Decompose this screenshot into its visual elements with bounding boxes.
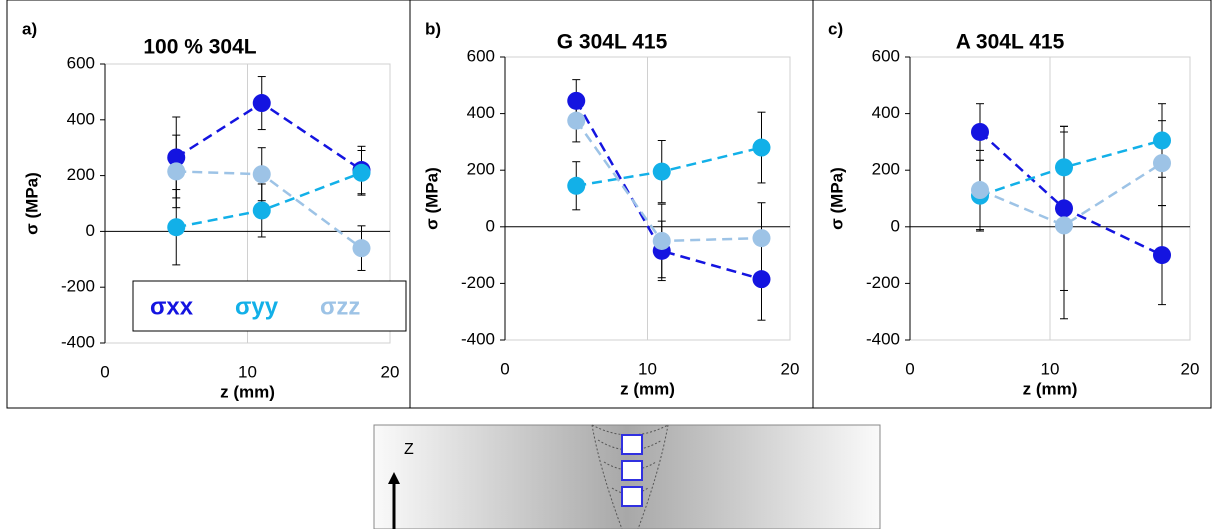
- series-line: [176, 171, 362, 229]
- y-axis-label: σ (MPa): [422, 167, 441, 230]
- y-tick-label: 600: [872, 46, 900, 65]
- legend-label: σxx: [150, 293, 194, 320]
- y-tick-label: 400: [467, 103, 495, 122]
- data-point: [252, 94, 271, 113]
- measure-box: [621, 486, 643, 507]
- data-point: [252, 165, 271, 184]
- data-point: [752, 270, 771, 289]
- data-point: [1055, 199, 1073, 218]
- chart-title: G 304L 415: [557, 31, 668, 54]
- x-tick-label: 0: [100, 362, 109, 381]
- z-arrow-head: [388, 472, 400, 484]
- panel-label: c): [828, 19, 843, 38]
- x-tick-label: 0: [905, 359, 914, 378]
- data-point: [167, 162, 186, 181]
- x-tick-label: 20: [381, 362, 400, 381]
- data-point: [752, 229, 771, 248]
- data-point: [567, 111, 586, 130]
- x-axis-label: z (mm): [220, 382, 275, 401]
- data-point: [1055, 158, 1073, 177]
- data-point: [1055, 216, 1073, 235]
- y-axis-label: σ (MPa): [22, 172, 41, 235]
- y-tick-label: 400: [67, 109, 95, 128]
- data-point: [652, 162, 671, 181]
- data-point: [167, 218, 186, 237]
- x-axis-label: z (mm): [620, 379, 675, 398]
- chart-title: 100 % 304L: [143, 36, 256, 59]
- data-point: [1153, 131, 1171, 150]
- measure-box: [621, 434, 643, 455]
- series-line: [979, 162, 1163, 227]
- series-line: [175, 101, 363, 172]
- y-tick-label: -200: [866, 273, 900, 292]
- y-axis-label: σ (MPa): [827, 167, 846, 230]
- legend-label: σyy: [235, 293, 279, 320]
- data-point: [567, 91, 586, 110]
- y-tick-label: 0: [486, 216, 495, 235]
- legend-box: [132, 280, 407, 332]
- x-axis-label: z (mm): [1023, 379, 1078, 398]
- y-tick-label: 0: [891, 216, 900, 235]
- y-tick-label: 200: [67, 165, 95, 184]
- y-tick-label: -400: [61, 332, 95, 351]
- data-point: [1153, 246, 1171, 265]
- data-point: [752, 138, 771, 157]
- data-point: [971, 181, 989, 200]
- y-tick-label: 0: [86, 221, 95, 240]
- x-tick-label: 10: [1041, 359, 1060, 378]
- x-tick-label: 10: [638, 359, 657, 378]
- x-tick-label: 0: [500, 359, 509, 378]
- data-point: [971, 122, 989, 141]
- data-point: [652, 231, 671, 250]
- panel-frame: [812, 0, 1212, 409]
- data-point: [567, 176, 586, 195]
- x-tick-label: 20: [1181, 359, 1200, 378]
- series-line: [575, 100, 762, 281]
- measure-box: [621, 460, 643, 481]
- y-tick-label: -400: [866, 329, 900, 348]
- chart-title: A 304L 415: [956, 31, 1065, 54]
- data-point: [167, 148, 186, 167]
- x-tick-label: 20: [781, 359, 800, 378]
- y-tick-label: 200: [467, 160, 495, 179]
- y-tick-label: 600: [467, 46, 495, 65]
- data-point: [352, 239, 371, 258]
- panel-label: b): [425, 19, 441, 38]
- legend-label: σzz: [320, 293, 360, 320]
- data-point: [252, 201, 271, 220]
- y-tick-label: -200: [461, 273, 495, 292]
- y-tick-label: -400: [461, 329, 495, 348]
- weld-diagram: Z: [373, 424, 881, 529]
- y-tick-label: 400: [872, 103, 900, 122]
- x-tick-label: 10: [238, 362, 257, 381]
- y-tick-label: 200: [872, 160, 900, 179]
- z-label: Z: [404, 441, 414, 458]
- data-point: [1153, 154, 1171, 173]
- y-tick-label: 600: [67, 53, 95, 72]
- series-line: [575, 119, 762, 243]
- series-line: [979, 131, 1163, 257]
- panel-label: a): [22, 19, 37, 38]
- y-tick-label: -200: [61, 277, 95, 296]
- data-point: [352, 163, 371, 182]
